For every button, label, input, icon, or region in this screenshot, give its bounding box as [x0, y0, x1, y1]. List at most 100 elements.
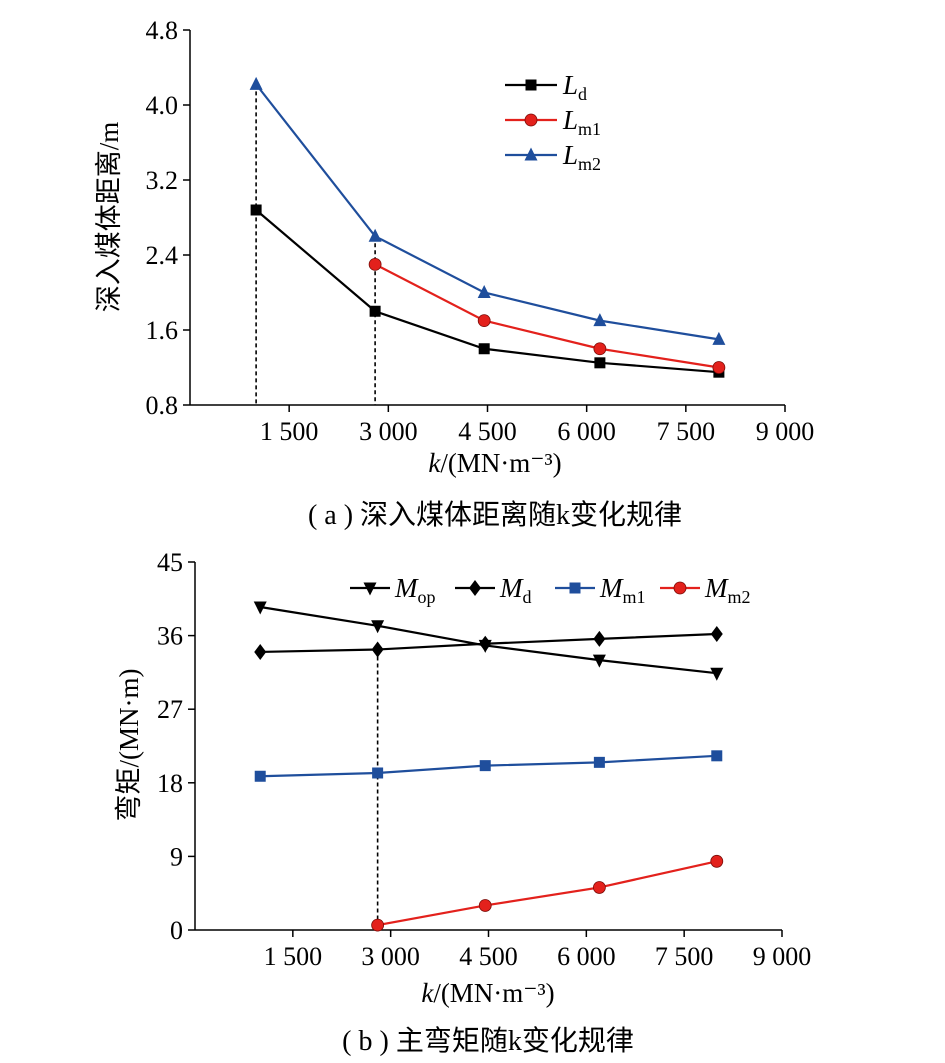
data-point-Mm2	[592, 881, 606, 894]
y-axis-title-b: 弯矩/(MN·m)	[114, 669, 144, 822]
x-tick-label: 9 000	[756, 417, 815, 446]
plot-area-b	[194, 562, 782, 931]
legend-label: Lm1	[562, 105, 601, 139]
data-point-Lm2	[477, 285, 491, 298]
legend-label: Mm2	[704, 573, 751, 607]
data-point-Mm2	[710, 854, 724, 868]
data-point-Mop	[592, 654, 606, 668]
legend-entry-Mop: Mop	[350, 573, 436, 607]
series-Lm2	[249, 76, 726, 345]
data-point-Md	[710, 625, 723, 642]
data-point-Lm2	[712, 331, 726, 345]
legend-marker	[525, 79, 537, 91]
y-tick-label: 1.6	[146, 316, 179, 345]
data-point-Mop	[253, 601, 267, 615]
x-axis-title-b: k/(MN·m⁻³)	[421, 978, 554, 1008]
y-tick-label: 2.4	[146, 241, 179, 270]
data-point-Lm1	[712, 361, 726, 374]
legend-label: Lm2	[562, 140, 601, 174]
data-point-Lm1	[593, 342, 607, 356]
data-point-Lm1	[368, 257, 382, 271]
series-Ld	[250, 204, 725, 378]
data-point-Mop	[710, 667, 724, 681]
y-tick-label: 4.8	[146, 16, 179, 45]
y-tick-label: 18	[157, 769, 183, 798]
legend-entry-Md: Md	[455, 573, 532, 607]
data-point-Ld	[250, 204, 262, 216]
data-point-Lm1	[477, 314, 491, 328]
data-point-Md	[371, 641, 384, 658]
legend-entry-Mm1: Mm1	[555, 573, 646, 607]
reference-lines-a	[255, 84, 376, 405]
legend-marker	[673, 581, 687, 595]
data-point-Ld	[478, 343, 490, 355]
x-tick-label: 7 500	[657, 417, 716, 446]
y-tick-label: 9	[170, 842, 183, 871]
x-tick-label: 6 000	[557, 417, 616, 446]
x-tick-label: 4 500	[458, 417, 517, 446]
legend-marker	[363, 582, 377, 596]
legend-entry-Lm1: Lm1	[505, 105, 601, 139]
data-point-Mm2	[371, 918, 385, 932]
legend-entry-Mm2: Mm2	[660, 573, 751, 607]
legend-entry-Ld: Ld	[505, 70, 587, 104]
y-tick-label: 27	[157, 695, 183, 724]
data-point-Mm1	[479, 760, 491, 772]
x-axis-title-a: k/(MN·m⁻³)	[428, 448, 561, 478]
series-line-Lm2	[255, 83, 720, 341]
data-point-Lm2	[249, 76, 263, 90]
series-line-Mm2	[377, 860, 718, 927]
data-point-Md	[254, 643, 267, 660]
y-tick-label: 3.2	[146, 166, 179, 195]
ticks-b: 0 9 18 27 36 45 1 500 3 000 4 500 6 000 7 500 9 000	[157, 548, 811, 971]
x-tick-label: 6 000	[557, 942, 616, 971]
y-tick-label: 36	[157, 622, 183, 651]
legend-b: Mop Md Mm1 Mm2	[350, 573, 751, 607]
chart-b: 0 9 18 27 36 45 1 500 3 000 4 500 6 000 7 500 9 000…	[114, 548, 811, 1057]
caption-a: ( a ) 深入煤体距离随k变化规律	[308, 499, 682, 531]
x-tick-label: 1 500	[260, 417, 319, 446]
caption-b: ( b ) 主弯矩随k变化规律	[342, 1025, 634, 1057]
ticks-a: 0.8 1.6 2.4 3.2 4.0 4.8 1 500 3 000 4 500 6 000 7 …	[146, 16, 815, 446]
x-tick-label: 3 000	[359, 417, 418, 446]
legend-entry-Lm2: Lm2	[505, 140, 601, 174]
data-point-Ld	[594, 357, 606, 369]
data-point-Mm1	[254, 770, 266, 782]
legend-label: Md	[499, 573, 532, 607]
series-Mm2	[371, 854, 724, 932]
x-tick-label: 9 000	[753, 942, 812, 971]
x-tick-label: 1 500	[264, 942, 323, 971]
data-point-Mm1	[372, 767, 384, 779]
x-tick-label: 4 500	[459, 942, 518, 971]
legend-label: Mop	[394, 573, 436, 607]
x-tick-label: 3 000	[361, 942, 420, 971]
legend-marker	[524, 113, 538, 127]
series-Md	[254, 625, 723, 660]
series-layer-a	[249, 76, 726, 378]
series-line-Lm1	[374, 263, 720, 369]
series-Lm1	[368, 257, 726, 374]
y-axis-title-a: 深入煤体距离/m	[94, 122, 124, 313]
legend-marker	[569, 582, 581, 594]
legend-marker	[469, 580, 481, 596]
chart-a: 0.8 1.6 2.4 3.2 4.0 4.8 1 500 3 000 4 500 6 000 7 …	[94, 16, 814, 531]
data-point-Mm2	[478, 899, 492, 912]
data-point-Md	[479, 635, 492, 652]
legend-marker	[524, 147, 538, 161]
legend-label: Mm1	[599, 573, 646, 607]
data-point-Ld	[369, 305, 381, 317]
y-tick-label: 45	[157, 548, 183, 577]
data-point-Lm2	[593, 313, 607, 327]
data-point-Mop	[371, 620, 385, 634]
y-tick-label: 0.8	[146, 391, 179, 420]
series-Mm1	[254, 750, 723, 782]
x-tick-label: 7 500	[655, 942, 714, 971]
data-point-Mm1	[593, 756, 605, 768]
y-tick-label: 0	[170, 916, 183, 945]
data-point-Mm1	[711, 750, 723, 762]
legend-label: Ld	[562, 70, 587, 104]
data-point-Md	[593, 630, 606, 647]
series-layer-b	[253, 601, 724, 932]
